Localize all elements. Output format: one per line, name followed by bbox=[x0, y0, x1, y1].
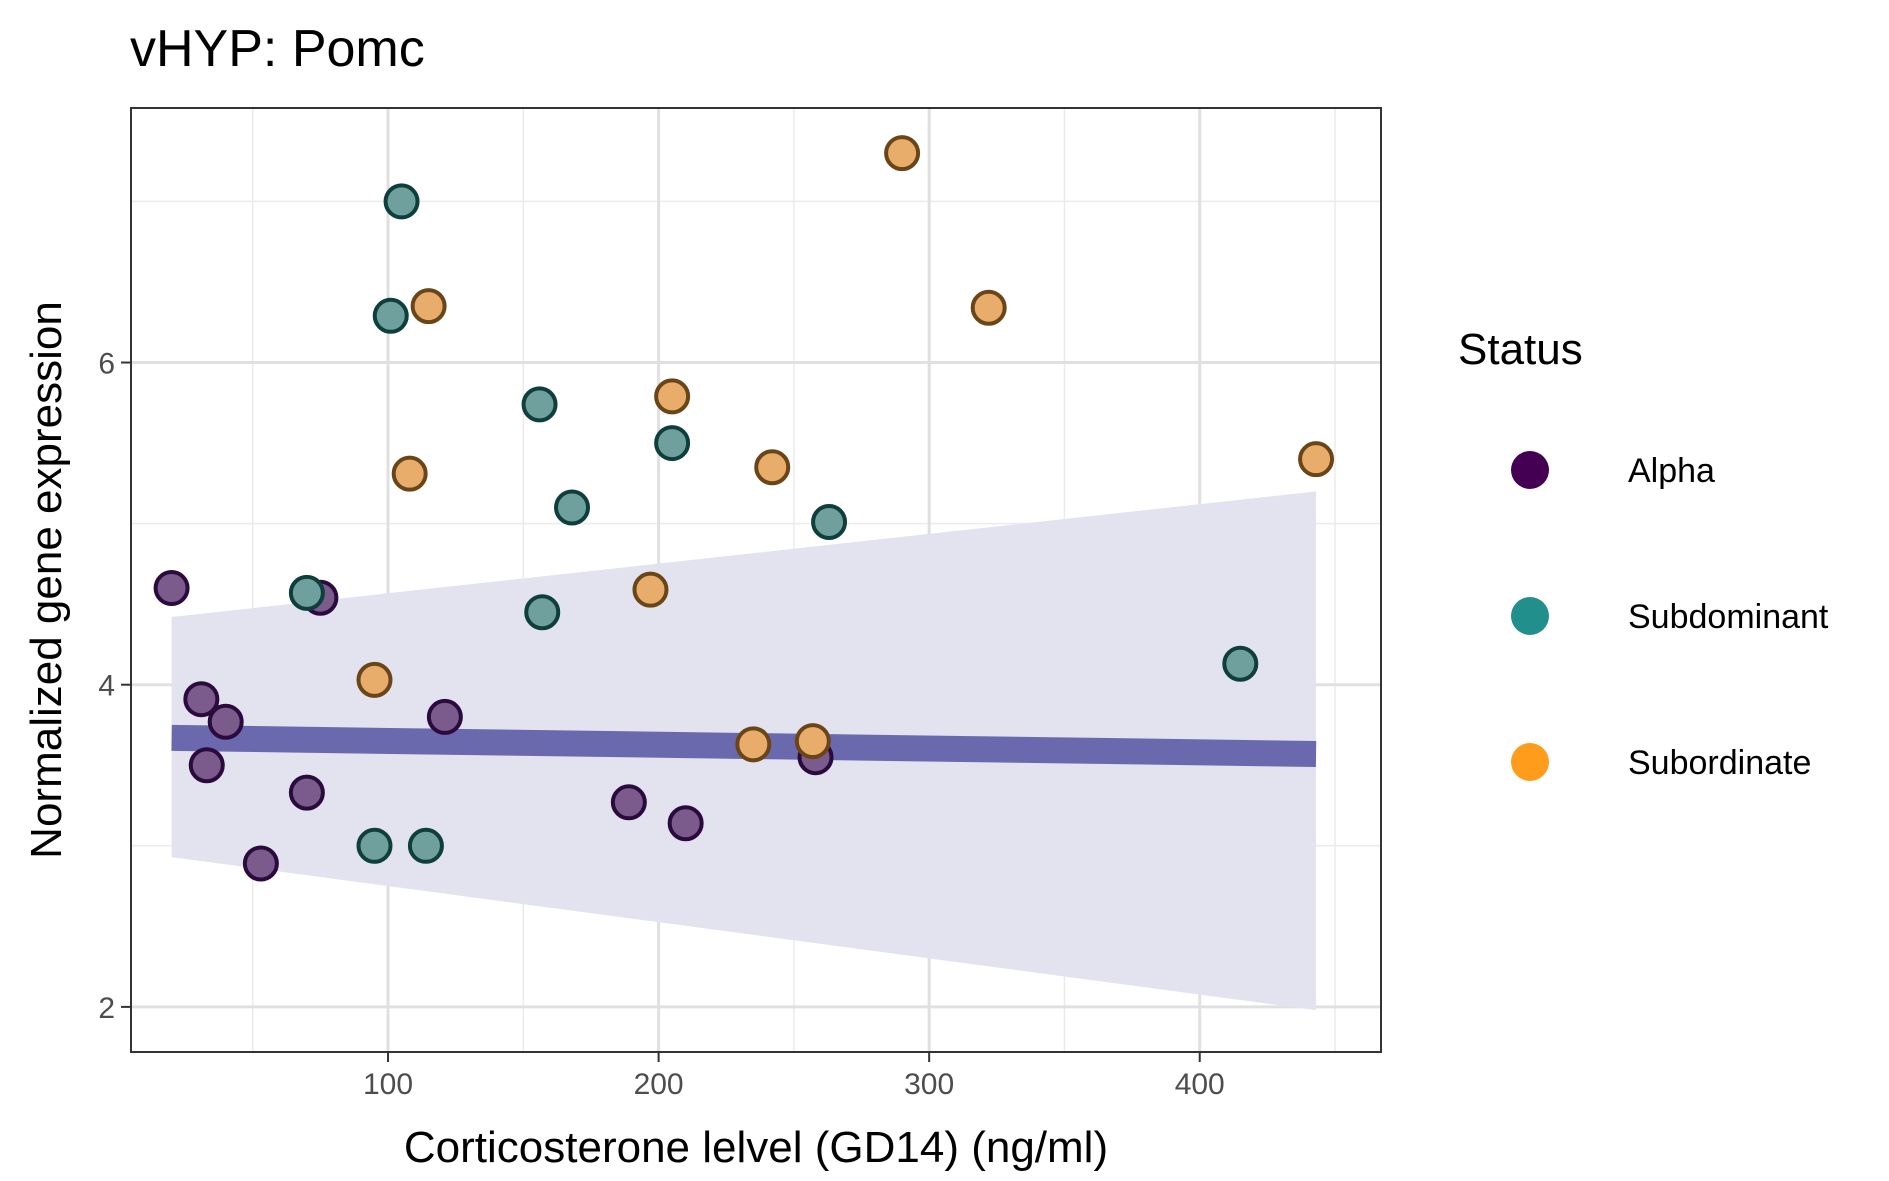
point-alpha bbox=[288, 774, 325, 811]
legend-label: Subordinate bbox=[1628, 744, 1811, 782]
x-tick-label: 100 bbox=[363, 1068, 413, 1101]
point-subordinate bbox=[735, 726, 772, 763]
point-subordinate bbox=[410, 288, 447, 325]
point-alpha bbox=[667, 805, 704, 842]
point-alpha bbox=[426, 698, 463, 735]
point-subordinate bbox=[884, 135, 921, 172]
point-subordinate bbox=[1298, 441, 1335, 478]
point-alpha bbox=[183, 681, 220, 718]
point-subdominant bbox=[372, 297, 409, 334]
x-tick-label: 400 bbox=[1175, 1068, 1225, 1101]
plot-panel bbox=[130, 107, 1382, 1053]
legend-label: Alpha bbox=[1628, 452, 1715, 490]
point-subordinate bbox=[654, 378, 691, 415]
point-subdominant bbox=[654, 425, 691, 462]
point-subordinate bbox=[794, 723, 831, 760]
point-subdominant bbox=[407, 827, 444, 864]
data-points bbox=[153, 135, 1335, 882]
point-subordinate bbox=[632, 571, 669, 608]
axis-ticks: 100 200 300 400 2 4 6 bbox=[98, 348, 1224, 1101]
point-alpha bbox=[188, 747, 225, 784]
point-alpha bbox=[153, 570, 190, 607]
legend-key-subdominant bbox=[1511, 597, 1549, 635]
y-axis-title: Normalized gene expression bbox=[22, 301, 71, 859]
y-tick-label: 6 bbox=[98, 348, 115, 381]
x-tick-label: 200 bbox=[634, 1068, 684, 1101]
legend-key-subordinate bbox=[1511, 743, 1549, 781]
legend-key-alpha bbox=[1511, 451, 1549, 489]
point-subordinate bbox=[970, 289, 1007, 326]
point-subordinate bbox=[391, 455, 428, 492]
point-subdominant bbox=[288, 574, 325, 611]
point-subdominant bbox=[1222, 645, 1259, 682]
point-alpha bbox=[610, 784, 647, 821]
y-tick-label: 2 bbox=[98, 992, 115, 1025]
point-alpha bbox=[207, 703, 244, 740]
chart-title: vHYP: Pomc bbox=[130, 20, 425, 78]
legend-title: Status bbox=[1458, 325, 1583, 374]
point-subdominant bbox=[521, 386, 558, 423]
point-alpha bbox=[242, 845, 279, 882]
point-subdominant bbox=[554, 489, 591, 526]
point-subdominant bbox=[811, 504, 848, 541]
x-tick-label: 300 bbox=[904, 1068, 954, 1101]
x-axis-title: Corticosterone lelvel (GD14) (ng/ml) bbox=[404, 1123, 1108, 1172]
point-subdominant bbox=[356, 827, 393, 864]
point-subdominant bbox=[524, 594, 561, 631]
point-subordinate bbox=[754, 449, 791, 486]
y-tick-label: 4 bbox=[98, 670, 115, 703]
legend-label: Subdominant bbox=[1628, 598, 1829, 636]
point-subordinate bbox=[356, 661, 393, 698]
point-subdominant bbox=[383, 183, 420, 220]
legend: Status Alpha Subdominant Subordinate bbox=[1458, 325, 1829, 782]
